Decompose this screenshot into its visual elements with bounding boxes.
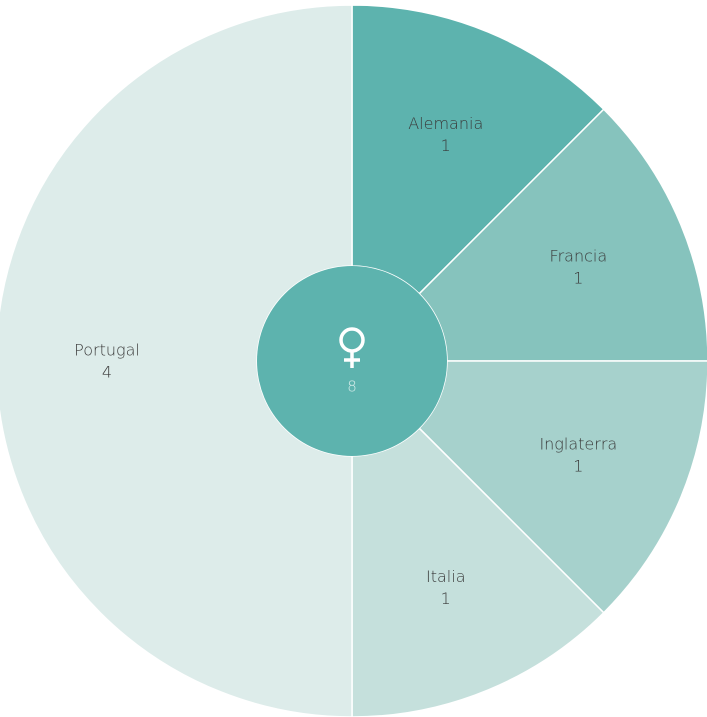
- slice-label: Francia: [550, 247, 608, 266]
- slice-label: Italia: [426, 567, 466, 586]
- slice-value: 1: [573, 269, 583, 288]
- slices: [0, 4, 707, 717]
- slice-label: Inglaterra: [539, 434, 617, 453]
- slice-value: 1: [441, 136, 451, 155]
- slice-label: Portugal: [74, 341, 140, 360]
- total: 8: [347, 378, 357, 396]
- slice-label: Alemania: [408, 114, 483, 133]
- female-icon: [339, 327, 365, 368]
- slice-value: 1: [441, 589, 451, 608]
- slice-value: 1: [573, 456, 583, 475]
- slice-value: 4: [102, 363, 112, 382]
